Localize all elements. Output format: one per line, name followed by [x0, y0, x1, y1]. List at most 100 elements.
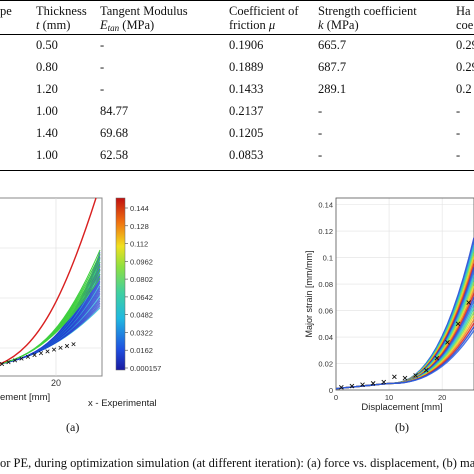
header-thickness-line1: Thickness: [36, 4, 87, 18]
table-cell-hard: -: [456, 104, 461, 118]
table-cell-tangent: -: [100, 60, 105, 74]
figure-a-label: (a): [66, 420, 80, 434]
figure-a-colorbar-tick-label: 0.144: [130, 204, 149, 213]
figure-b-experimental-marker: [466, 300, 472, 305]
figure-a-x-tick: 20: [51, 378, 61, 388]
table-cell-hard: -: [456, 126, 461, 140]
table-cell-thickness: 0.80: [36, 60, 58, 74]
figure-a-colorbar: [115, 197, 126, 371]
figure-a-simulation-curve: [0, 249, 101, 365]
figure-b-label: (b): [395, 420, 409, 434]
table-cell-strength: 665.7: [318, 38, 347, 52]
figure-b-x-tick-label: 0: [334, 393, 338, 402]
table-cell-strength: 687.7: [318, 60, 347, 74]
figure-a-experimental-marker: [51, 347, 57, 352]
table-cell-hard: -: [456, 148, 461, 162]
figure-a-experimental-marker: [58, 345, 63, 350]
figure-a-experimental-marker: [71, 342, 76, 347]
figure-b-experimental-marker: [338, 385, 344, 390]
figure-b-y-tick-label: 0.04: [318, 333, 333, 342]
figure-a-colorbar-tick-label: 0.0962: [130, 257, 153, 266]
figure-b-experimental-marker: [349, 383, 355, 389]
figure-b-experimental-marker: [434, 355, 440, 361]
figure-b-grid: [335, 198, 474, 391]
header-friction-line2: friction μ: [229, 18, 276, 32]
figure-b-y-tick-label: 0.02: [318, 360, 333, 369]
figure-b-y-tick-label: 0.14: [318, 201, 333, 210]
header-tangent-modulus: Tangent Modulus Etan (MPa): [100, 4, 188, 35]
figure-b-major-strain-plot: 0 0.02 0.04 0.06 0.08 0.1 0.12 0.14 0 10 20 Major…: [304, 197, 474, 413]
table-cell-thickness: 0.50: [36, 38, 58, 52]
table-cell-tangent: 69.68: [100, 126, 129, 140]
header-strength-line2: k (MPa): [318, 18, 359, 32]
header-strength-line1: Strength coefficient: [318, 4, 417, 18]
figure-b-experimental-marker: [360, 382, 365, 388]
figure-a-experimental-markers: [0, 342, 76, 367]
header-friction-line1: Coefficient of: [229, 4, 299, 18]
table-header-rule: [0, 34, 474, 35]
table-cell-hard: 0.2: [456, 82, 472, 96]
table-cell-strength: 289.1: [318, 82, 347, 96]
table-cell-friction: 0.1906: [229, 38, 264, 52]
figure-b-y-tick-label: 0: [329, 386, 333, 395]
header-type: pe: [0, 4, 12, 18]
figure-b-experimental-marker: [381, 379, 387, 385]
figure-a-colorbar-tick-label: 0.0162: [130, 346, 153, 355]
table-cell-hard: 0.29: [456, 38, 474, 52]
figure-a-experimental-marker: [19, 356, 24, 361]
figure-a-colorbar-tick-label: 0.128: [130, 222, 149, 231]
figure-b-experimental-marker: [455, 321, 461, 327]
figure-a-experimental-marker: [38, 351, 44, 356]
figure-b-y-tick-label: 0.12: [318, 227, 333, 236]
figure-a-colorbar-tick-label: 0.0482: [130, 311, 153, 320]
figure-a-colorbar-tick-label: 0.000157: [130, 364, 161, 373]
table-cell-strength: -: [318, 148, 323, 162]
figure-b-y-tick-label: 0.1: [323, 254, 333, 263]
table-top-rule: [0, 0, 474, 1]
figure-a-colorbar-tick-label: 0.0642: [130, 293, 153, 302]
figure-a-experimental-marker: [32, 352, 37, 358]
figure-b-y-tick-label: 0.08: [318, 280, 333, 289]
header-hardening-line2: coe: [456, 18, 474, 32]
figure-b-experimental-marker: [402, 375, 408, 381]
figure-b-experimental-markers: [338, 300, 472, 390]
table-cell-tangent: 84.77: [100, 104, 129, 118]
figure-a-colorbar-tick-label: 0.0802: [130, 275, 153, 284]
figure-b-x-tick-label: 10: [385, 393, 393, 402]
figure-a-colorbar-tick-label: 0.112: [130, 240, 148, 249]
figure-a-experimental-marker: [45, 349, 50, 354]
figure-b-experimental-marker: [423, 367, 429, 373]
figure-a-experimental-marker: [64, 343, 70, 349]
figure-a-force-displacement-plot: 0.144 0.128 0.112 0.0962 0.0802 0.0642 0.0482 0…: [0, 197, 161, 409]
figure-b-plot-frame: [335, 197, 474, 391]
figure-b-experimental-marker: [392, 374, 397, 380]
figure-b-x-ticks: 0 10 20: [334, 393, 446, 402]
figure-caption: or PE, during optimization simulation (a…: [0, 456, 474, 470]
figure-a-legend-experimental: x - Experimental: [88, 398, 157, 409]
figure-a-colorbar-ticks: 0.144 0.128 0.112 0.0962 0.0802 0.0642 0.0482 0…: [125, 204, 161, 373]
header-thickness-line2: t (mm): [36, 18, 71, 32]
table-bottom-rule: [0, 170, 474, 171]
table-cell-tangent: -: [100, 82, 105, 96]
figure-b-ylabel: Major strain [mm/mm]: [304, 250, 314, 337]
figure-b-y-tick-label: 0.06: [318, 307, 333, 316]
figure-b-experimental-marker: [445, 340, 450, 345]
figure-a-xlabel: ement [mm]: [0, 392, 50, 403]
figure-b-x-tick-label: 20: [438, 393, 446, 402]
table-cell-friction: 0.1433: [229, 82, 264, 96]
table-cell-friction: 0.0853: [229, 148, 264, 162]
figure-a-experimental-marker: [25, 354, 31, 359]
table-cell-thickness: 1.40: [36, 126, 58, 140]
header-thickness: Thickness t (mm): [36, 4, 87, 32]
table-cell-strength: -: [318, 126, 323, 140]
header-tangent-line2: Etan (MPa): [100, 18, 155, 33]
header-hardening: Ha coe: [456, 4, 473, 32]
figure-b-experimental-marker: [370, 381, 376, 386]
figure-b-xlabel: Displacement [mm]: [361, 402, 442, 413]
table-cell-thickness: 1.00: [36, 148, 58, 162]
figure-a-grid: [0, 198, 102, 376]
header-type-label: pe: [0, 4, 12, 18]
table-cell-thickness: 1.00: [36, 104, 58, 118]
figure-a-curves: [0, 197, 101, 365]
table-cell-thickness: 1.20: [36, 82, 58, 96]
